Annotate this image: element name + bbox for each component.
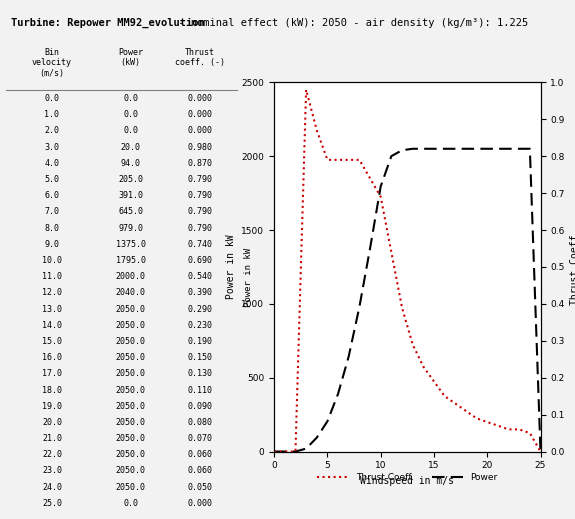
Text: 20.0: 20.0: [121, 143, 140, 152]
Text: 9.0: 9.0: [44, 240, 59, 249]
Text: 20.0: 20.0: [42, 418, 62, 427]
Text: 0.0: 0.0: [123, 499, 138, 508]
Text: 0.0: 0.0: [123, 127, 138, 135]
Text: 12.0: 12.0: [42, 289, 62, 297]
Text: 16.0: 16.0: [42, 353, 62, 362]
Text: 0.230: 0.230: [187, 321, 212, 330]
Text: 25.0: 25.0: [42, 499, 62, 508]
Text: 10.0: 10.0: [42, 256, 62, 265]
Text: 2000.0: 2000.0: [116, 272, 145, 281]
Text: 0.150: 0.150: [187, 353, 212, 362]
Text: 2050.0: 2050.0: [116, 305, 145, 313]
Text: 2050.0: 2050.0: [116, 418, 145, 427]
Text: - nominal effect (kW): 2050 - air density (kg/m³): 1.225: - nominal effect (kW): 2050 - air densit…: [172, 18, 528, 28]
Text: 0.790: 0.790: [187, 191, 212, 200]
Text: 0.000: 0.000: [187, 127, 212, 135]
Text: 24.0: 24.0: [42, 483, 62, 491]
Text: 2050.0: 2050.0: [116, 450, 145, 459]
Text: 8.0: 8.0: [44, 224, 59, 233]
Text: 0.060: 0.060: [187, 467, 212, 475]
Text: 2050.0: 2050.0: [116, 483, 145, 491]
Text: 205.0: 205.0: [118, 175, 143, 184]
Text: 0.740: 0.740: [187, 240, 212, 249]
Text: 94.0: 94.0: [121, 159, 140, 168]
Text: 0.870: 0.870: [187, 159, 212, 168]
Y-axis label: Thrust Coeff.: Thrust Coeff.: [570, 229, 575, 305]
Text: 22.0: 22.0: [42, 450, 62, 459]
Text: 15.0: 15.0: [42, 337, 62, 346]
Text: Bin
velocity
(m/s): Bin velocity (m/s): [32, 48, 72, 78]
Text: 0.190: 0.190: [187, 337, 212, 346]
Text: 979.0: 979.0: [118, 224, 143, 233]
Text: 18.0: 18.0: [42, 386, 62, 394]
Text: 0.790: 0.790: [187, 208, 212, 216]
Text: 0.000: 0.000: [187, 94, 212, 103]
Text: 5.0: 5.0: [44, 175, 59, 184]
Text: 0.130: 0.130: [187, 370, 212, 378]
Text: 2040.0: 2040.0: [116, 289, 145, 297]
Text: 0.060: 0.060: [187, 450, 212, 459]
Text: 23.0: 23.0: [42, 467, 62, 475]
Text: 14.0: 14.0: [42, 321, 62, 330]
Text: 0.080: 0.080: [187, 418, 212, 427]
Text: 2050.0: 2050.0: [116, 321, 145, 330]
Text: 2050.0: 2050.0: [116, 402, 145, 411]
Text: 0.0: 0.0: [123, 94, 138, 103]
Text: 1375.0: 1375.0: [116, 240, 145, 249]
Text: 0.110: 0.110: [187, 386, 212, 394]
Text: 0.540: 0.540: [187, 272, 212, 281]
Text: 2050.0: 2050.0: [116, 434, 145, 443]
Legend: Thrust Coeff., Power: Thrust Coeff., Power: [313, 470, 501, 486]
Text: 2050.0: 2050.0: [116, 337, 145, 346]
Text: 0.000: 0.000: [187, 499, 212, 508]
Text: 0.290: 0.290: [187, 305, 212, 313]
Text: 1795.0: 1795.0: [116, 256, 145, 265]
Text: 17.0: 17.0: [42, 370, 62, 378]
Text: 0.070: 0.070: [187, 434, 212, 443]
Text: 0.000: 0.000: [187, 110, 212, 119]
Text: 0.790: 0.790: [187, 224, 212, 233]
Text: 391.0: 391.0: [118, 191, 143, 200]
Text: 0.790: 0.790: [187, 175, 212, 184]
Text: 2050.0: 2050.0: [116, 386, 145, 394]
Text: 13.0: 13.0: [42, 305, 62, 313]
X-axis label: Windspeed in m/s: Windspeed in m/s: [361, 476, 454, 486]
Text: Thrust
coeff. (-): Thrust coeff. (-): [175, 48, 225, 67]
Text: 4.0: 4.0: [44, 159, 59, 168]
Text: 0.0: 0.0: [123, 110, 138, 119]
Text: 7.0: 7.0: [44, 208, 59, 216]
Text: 3.0: 3.0: [44, 143, 59, 152]
Text: 2.0: 2.0: [44, 127, 59, 135]
Text: 2050.0: 2050.0: [116, 467, 145, 475]
Text: 19.0: 19.0: [42, 402, 62, 411]
Text: 21.0: 21.0: [42, 434, 62, 443]
Text: Power in kW: Power in kW: [244, 248, 253, 307]
Text: Power
(kW): Power (kW): [118, 48, 143, 67]
Text: 6.0: 6.0: [44, 191, 59, 200]
Text: 0.690: 0.690: [187, 256, 212, 265]
Text: 0.980: 0.980: [187, 143, 212, 152]
Text: Turbine: Repower MM92_evolution: Turbine: Repower MM92_evolution: [12, 18, 205, 28]
Text: 1.0: 1.0: [44, 110, 59, 119]
Text: 2050.0: 2050.0: [116, 370, 145, 378]
Text: 0.090: 0.090: [187, 402, 212, 411]
Text: 11.0: 11.0: [42, 272, 62, 281]
Text: 2050.0: 2050.0: [116, 353, 145, 362]
Text: 0.050: 0.050: [187, 483, 212, 491]
Text: 645.0: 645.0: [118, 208, 143, 216]
Y-axis label: Power in kW: Power in kW: [226, 235, 236, 299]
Text: 0.0: 0.0: [44, 94, 59, 103]
Text: 0.390: 0.390: [187, 289, 212, 297]
